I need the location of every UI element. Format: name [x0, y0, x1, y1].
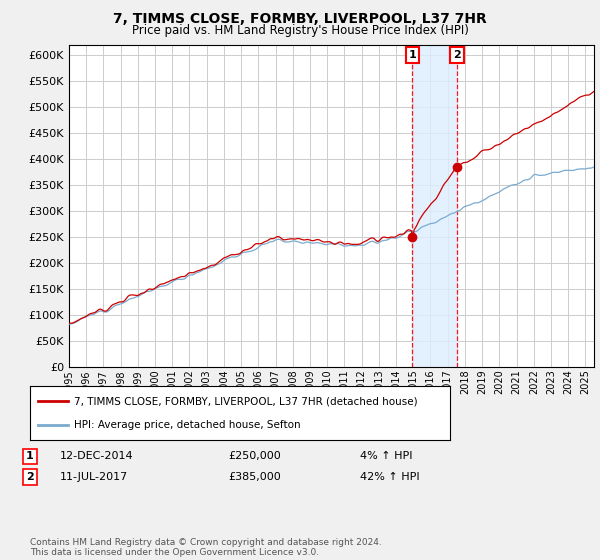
Text: £250,000: £250,000	[228, 451, 281, 461]
Text: 12-DEC-2014: 12-DEC-2014	[60, 451, 134, 461]
Text: 2: 2	[26, 472, 34, 482]
Text: Contains HM Land Registry data © Crown copyright and database right 2024.
This d: Contains HM Land Registry data © Crown c…	[30, 538, 382, 557]
Text: £385,000: £385,000	[228, 472, 281, 482]
Text: 7, TIMMS CLOSE, FORMBY, LIVERPOOL, L37 7HR (detached house): 7, TIMMS CLOSE, FORMBY, LIVERPOOL, L37 7…	[74, 396, 418, 407]
Text: HPI: Average price, detached house, Sefton: HPI: Average price, detached house, Seft…	[74, 419, 301, 430]
Text: Price paid vs. HM Land Registry's House Price Index (HPI): Price paid vs. HM Land Registry's House …	[131, 24, 469, 37]
Text: 1: 1	[409, 50, 416, 60]
Text: 2: 2	[453, 50, 461, 60]
Text: 42% ↑ HPI: 42% ↑ HPI	[360, 472, 419, 482]
Text: 7, TIMMS CLOSE, FORMBY, LIVERPOOL, L37 7HR: 7, TIMMS CLOSE, FORMBY, LIVERPOOL, L37 7…	[113, 12, 487, 26]
Text: 4% ↑ HPI: 4% ↑ HPI	[360, 451, 413, 461]
Text: 1: 1	[26, 451, 34, 461]
Text: 11-JUL-2017: 11-JUL-2017	[60, 472, 128, 482]
Bar	[412, 45, 457, 367]
